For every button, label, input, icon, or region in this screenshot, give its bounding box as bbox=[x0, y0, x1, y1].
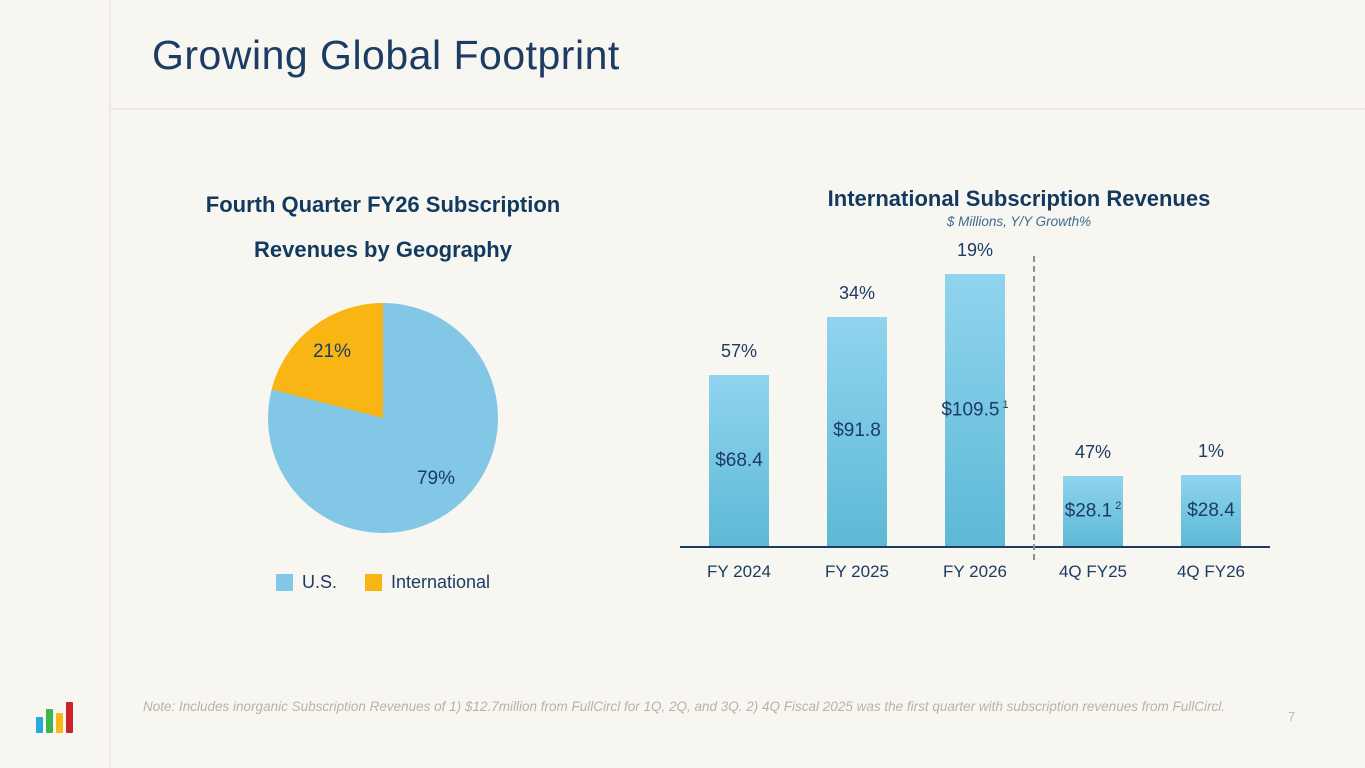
growth-label: 57% bbox=[720, 341, 758, 361]
legend-label: International bbox=[390, 572, 491, 592]
legend-swatch-icon bbox=[275, 574, 293, 591]
growth-label: 19% bbox=[956, 240, 994, 260]
pie-slice-label-international: 21% bbox=[312, 341, 352, 362]
bar: $109.5 1 bbox=[941, 274, 1009, 546]
bar-chart-x-axis-labels: FY 2024 FY 2025 FY 2026 4Q FY25 4Q FY26 bbox=[680, 562, 1270, 582]
bar-chart-header: International Subscription Revenues $ Mi… bbox=[769, 186, 1269, 229]
bar-chart-plot: 57% $68.4 34% $91.8 19% $109.5 1 47% $28.1 2 1% $… bbox=[680, 240, 1270, 560]
footnote: Note: Includes inorganic Subscription Re… bbox=[143, 699, 1225, 714]
page-number: 7 bbox=[1288, 709, 1296, 724]
pie-chart: 79% 21% bbox=[268, 303, 498, 533]
legend-item-us: U.S. bbox=[275, 572, 337, 593]
bar-column: 1% $28.4 bbox=[1152, 240, 1270, 546]
bar: $28.4 bbox=[1181, 475, 1241, 546]
logo-bar-3 bbox=[56, 713, 63, 733]
bar-chart-title: International Subscription Revenues bbox=[827, 186, 1211, 211]
footnote-marker: 2 bbox=[1112, 499, 1122, 512]
logo-bar-4 bbox=[66, 702, 73, 733]
legend-item-international: International bbox=[364, 572, 491, 593]
growth-label: 1% bbox=[1197, 441, 1224, 461]
bar: $91.8 bbox=[827, 316, 887, 546]
pie-legend: U.S. International bbox=[163, 572, 603, 593]
bar-value-label: $109.5 1 bbox=[941, 398, 1009, 421]
logo-bar-1 bbox=[36, 717, 43, 733]
bar-value-label: $28.4 bbox=[1187, 499, 1235, 521]
x-axis-label: FY 2024 bbox=[707, 562, 771, 581]
bar-column: 47% $28.1 2 bbox=[1034, 240, 1152, 546]
legend-swatch-icon bbox=[364, 574, 382, 591]
legend-label: U.S. bbox=[301, 572, 337, 592]
x-axis-label: FY 2025 bbox=[825, 562, 889, 581]
header-divider-line bbox=[111, 108, 1365, 110]
x-axis-label: 4Q FY26 bbox=[1176, 562, 1246, 581]
bar-column: 19% $109.5 1 bbox=[916, 240, 1034, 546]
bar: $28.1 2 bbox=[1063, 475, 1123, 546]
bar-column: 57% $68.4 bbox=[680, 240, 798, 546]
pie-slice-label-us: 79% bbox=[416, 468, 456, 489]
bar-value-label: $68.4 bbox=[715, 449, 763, 471]
fiscal-quarter-divider-line bbox=[1033, 256, 1035, 560]
x-axis-label: 4Q FY25 bbox=[1058, 562, 1128, 581]
bar-value-label: $28.1 2 bbox=[1064, 499, 1122, 522]
growth-label: 34% bbox=[838, 282, 876, 303]
x-axis-label: FY 2026 bbox=[943, 562, 1007, 581]
page-title: Growing Global Footprint bbox=[152, 32, 620, 78]
logo-bar-2 bbox=[46, 709, 53, 733]
pie-chart-title: Fourth Quarter FY26 Subscription Revenue… bbox=[205, 192, 561, 262]
bar-value-label: $91.8 bbox=[833, 420, 881, 442]
bar-chart-subtitle: $ Millions, Y/Y Growth% bbox=[946, 214, 1092, 229]
company-logo bbox=[36, 701, 73, 733]
footnote-marker: 1 bbox=[999, 398, 1009, 411]
bar: $68.4 bbox=[709, 375, 769, 546]
growth-label: 47% bbox=[1074, 441, 1112, 462]
bar-column: 34% $91.8 bbox=[798, 240, 916, 546]
left-divider-line bbox=[109, 0, 111, 768]
